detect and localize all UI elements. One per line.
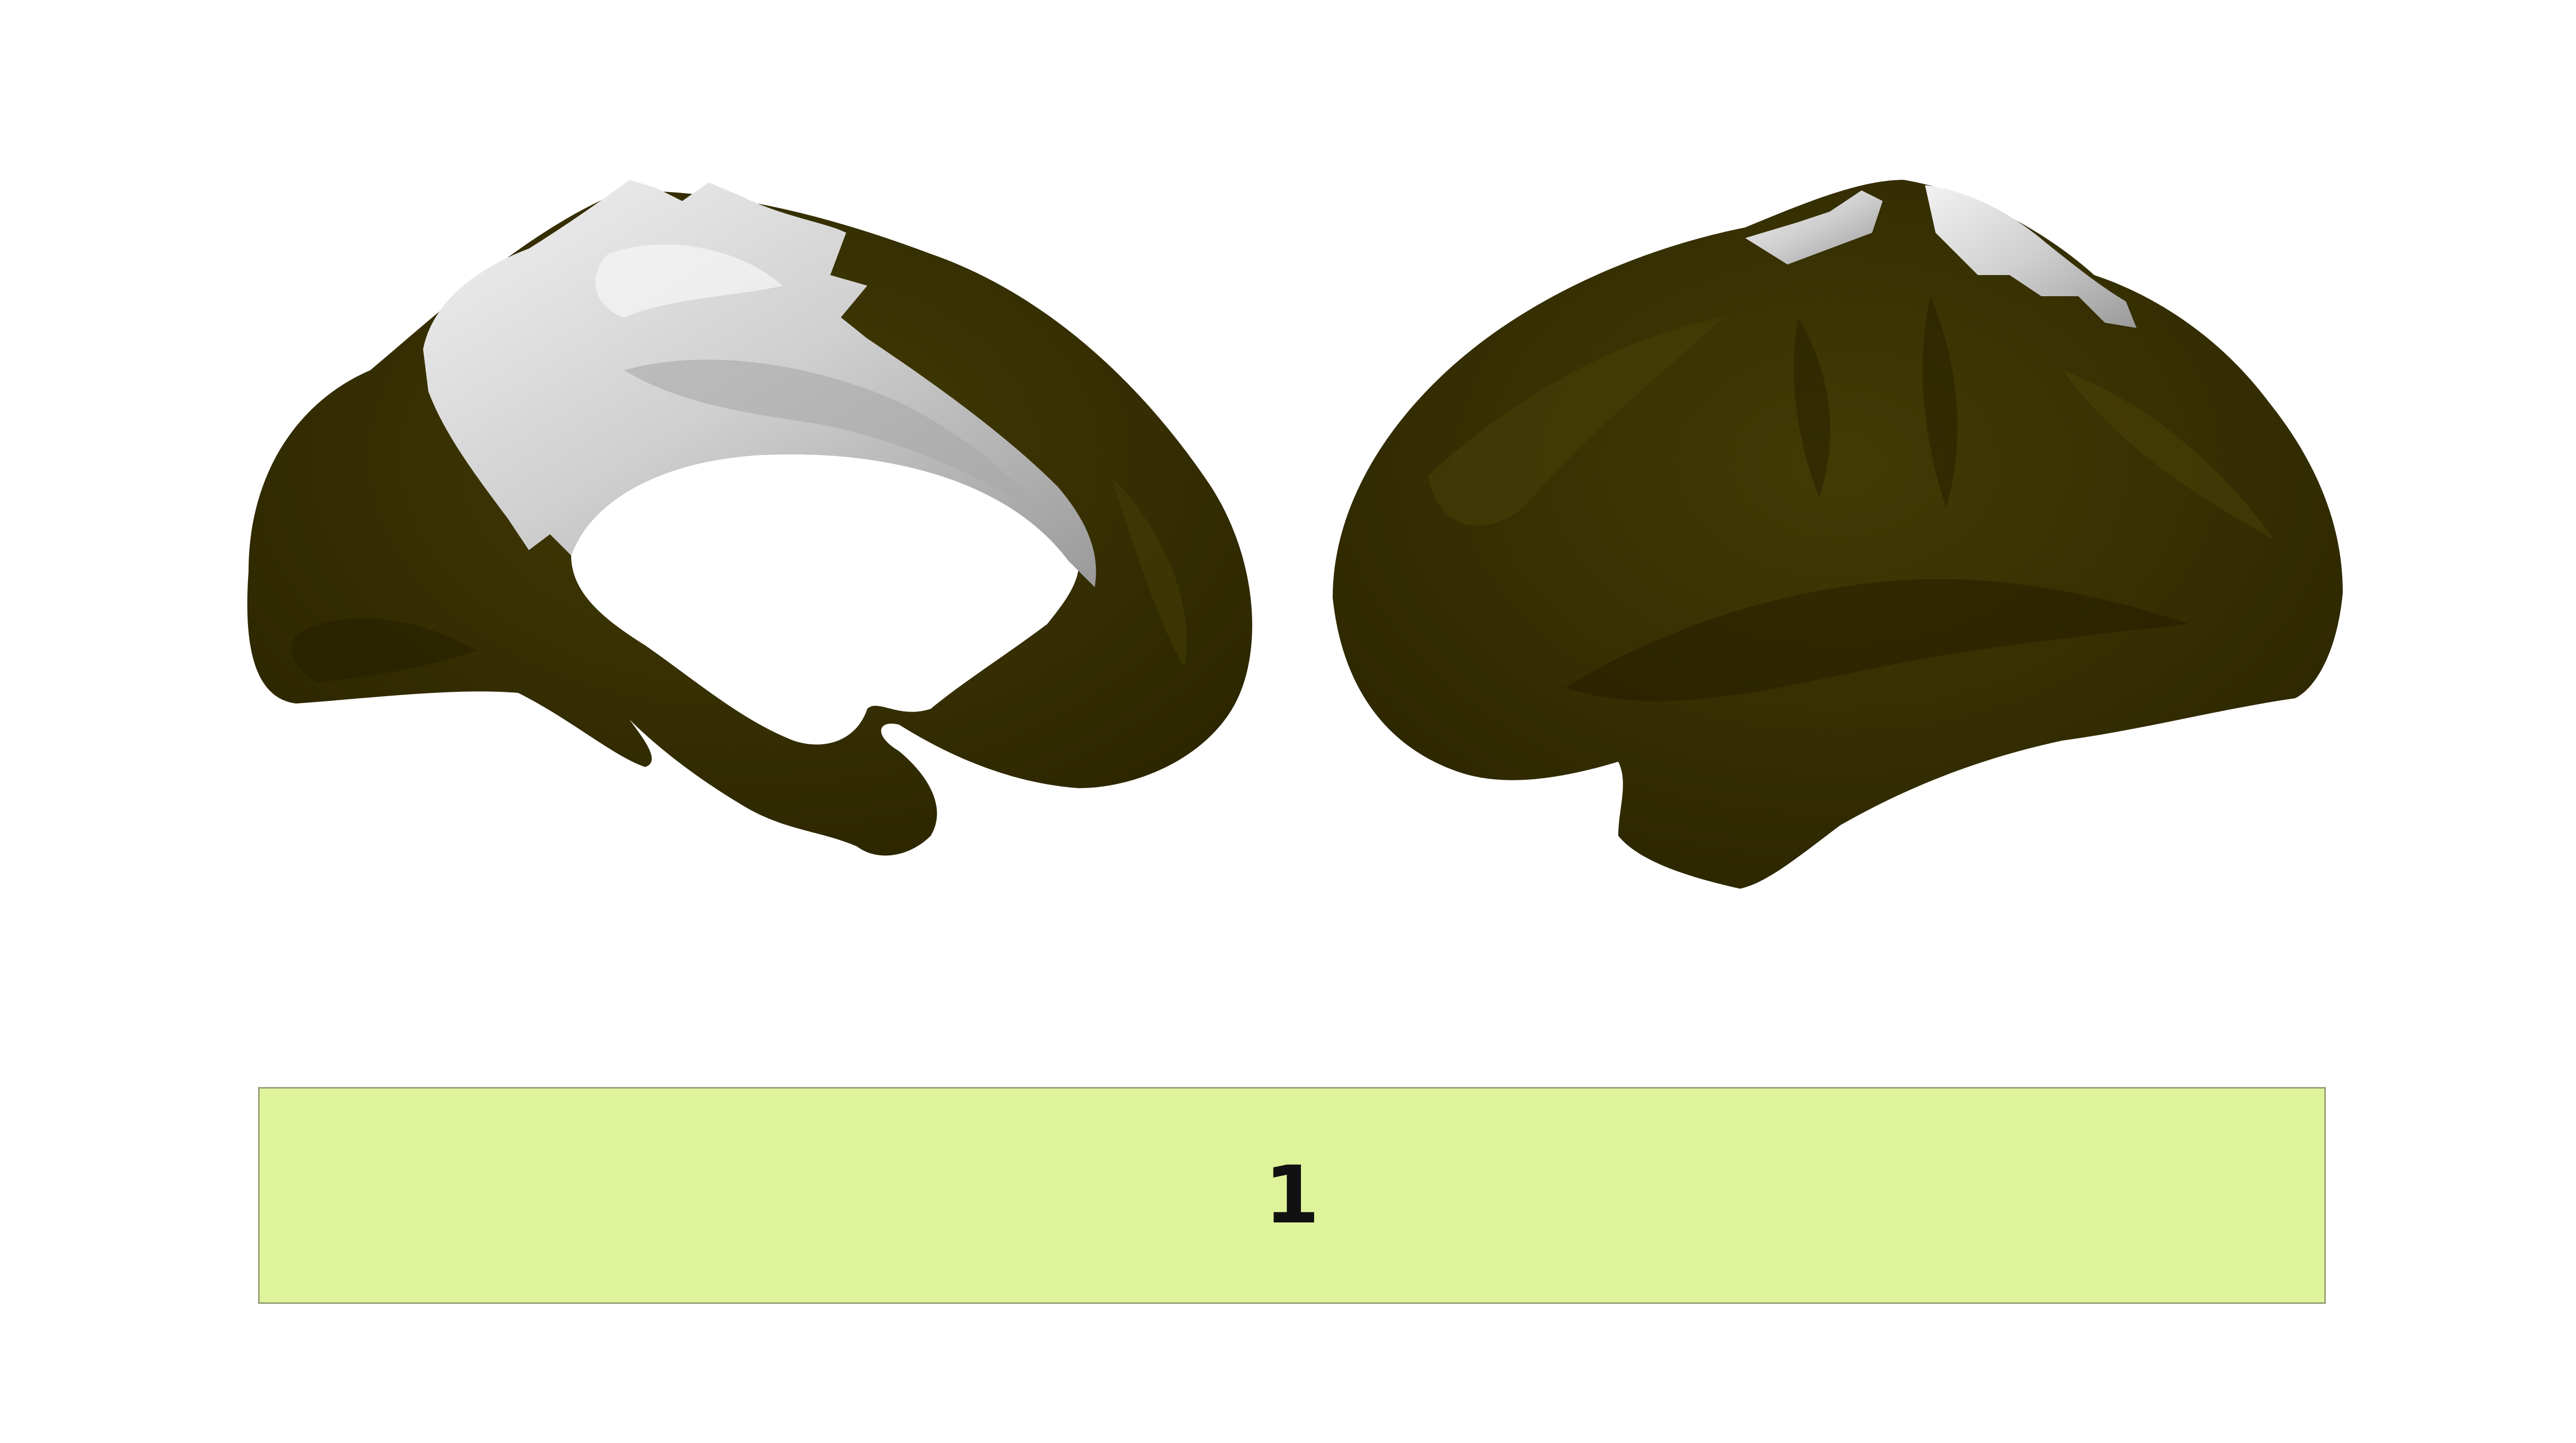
lateral-unlabeled-region: [1925, 185, 2137, 328]
medial-view: [247, 180, 1252, 856]
lateral-gyrus-shade: [1794, 317, 1830, 497]
medial-sulcus-shade: [292, 618, 476, 682]
lateral-parcel-region: [1333, 180, 2343, 889]
lateral-gyrus-shade: [1428, 317, 1724, 526]
lateral-gyrus-shade: [1922, 296, 1958, 508]
lateral-view: [1333, 180, 2343, 889]
lateral-unlabeled-region: [1745, 190, 1883, 264]
medial-gray-shadow: [624, 360, 1047, 518]
medial-wall-cutout: [571, 454, 1079, 745]
legend-label: 1: [1264, 1149, 1320, 1241]
medial-sulcus-shade: [1111, 476, 1187, 666]
legend-color-box: 1: [258, 1087, 2326, 1304]
medial-gray-highlight: [595, 244, 783, 317]
lateral-gyrus-highlight: [2062, 370, 2274, 540]
lateral-gyrus-shade: [1565, 579, 2189, 701]
